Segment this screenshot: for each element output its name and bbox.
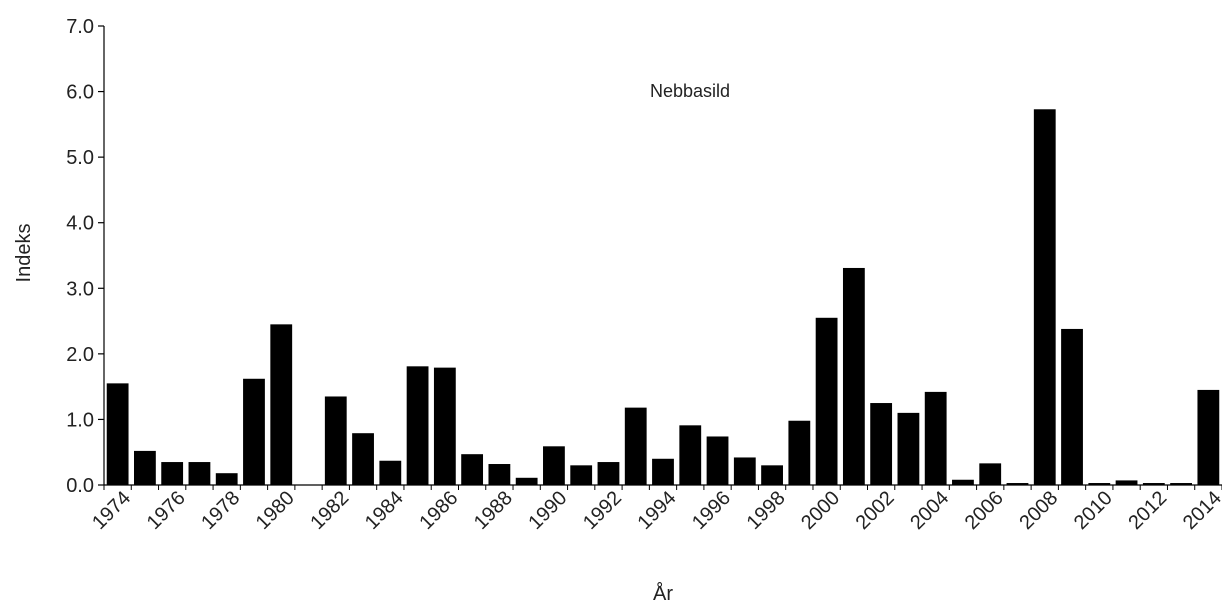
x-tick-label: 1986: [415, 487, 462, 534]
bar-1980: [270, 324, 293, 485]
x-tick-label: 1982: [306, 487, 353, 534]
x-tick-label: 1992: [579, 487, 626, 534]
x-tick-label: 1974: [88, 487, 135, 534]
bar-2013: [1170, 483, 1192, 485]
bar-2006: [979, 463, 1002, 485]
bar-1992: [597, 462, 620, 485]
bar-1995: [679, 425, 702, 485]
bar-2008: [1033, 109, 1056, 485]
bar-1985: [406, 366, 429, 485]
bar-1994: [652, 458, 674, 485]
x-tick-label: 2006: [961, 487, 1008, 534]
bar-2011: [1115, 480, 1138, 485]
chart-title: Nebbasild: [650, 81, 730, 101]
x-tick-label: 1998: [743, 487, 790, 534]
x-tick-label: 1988: [470, 487, 517, 534]
bar-2009: [1061, 328, 1083, 485]
bar-1997: [733, 457, 756, 485]
bar-1976: [161, 462, 184, 485]
bar-2000: [815, 317, 838, 485]
x-tick-label: 2002: [852, 487, 899, 534]
bar-1988: [488, 464, 511, 485]
y-axis-label: Indeks: [13, 224, 35, 283]
bar-1979: [243, 378, 265, 485]
bar-1998: [761, 465, 783, 485]
bar-1975: [134, 450, 156, 485]
x-tick-label: 2004: [906, 487, 953, 534]
bar-2010: [1088, 483, 1111, 485]
x-tick-label: 1980: [252, 487, 299, 534]
bar-1999: [788, 420, 811, 485]
x-tick-label: 2010: [1070, 487, 1117, 534]
y-tick-label: 3.0: [66, 278, 94, 300]
bar-2004: [924, 391, 947, 485]
bar-1990: [543, 446, 565, 485]
bar-1977: [188, 462, 211, 485]
bar-2005: [952, 479, 974, 485]
bar-1993: [624, 407, 647, 485]
bar-2014: [1197, 389, 1220, 485]
bars-group: [106, 109, 1220, 485]
bar-1989: [515, 477, 538, 485]
bar-1978: [215, 473, 238, 485]
y-tick-label: 6.0: [66, 82, 94, 104]
bar-1986: [433, 367, 456, 485]
y-tick-label: 0.0: [66, 475, 94, 497]
x-axis-label: År: [653, 582, 673, 605]
x-tick-label: 2014: [1179, 487, 1222, 534]
x-tick-label: 2012: [1124, 487, 1171, 534]
bar-2002: [870, 403, 893, 485]
bar-1983: [352, 433, 374, 485]
x-tick-label: 2008: [1015, 487, 1062, 534]
bar-1984: [379, 460, 402, 485]
y-tick-label: 4.0: [66, 213, 94, 235]
x-ticks-group: 1974 1976 1978 1980 1982 1984 1986 1988 1990 1992…: [88, 485, 1222, 534]
y-tick-label: 7.0: [66, 16, 94, 38]
x-tick-label: 1984: [361, 487, 408, 534]
bar-1974: [106, 383, 129, 485]
bar-1991: [570, 465, 593, 485]
y-tick-label: 5.0: [66, 147, 94, 169]
bar-2001: [842, 267, 865, 485]
x-tick-label: 1978: [197, 487, 244, 534]
bar-1996: [706, 436, 729, 485]
y-ticks-group: 0.0 1.0 2.0 3.0 4.0 5.0 6.0 7.0: [66, 16, 104, 497]
y-tick-label: 1.0: [66, 409, 94, 431]
x-tick-label: 2000: [797, 487, 844, 534]
bar-1987: [461, 454, 484, 485]
bar-2012: [1142, 483, 1165, 485]
axes-group: [103, 26, 1222, 486]
bar-2003: [897, 412, 920, 485]
x-tick-label: 1994: [634, 487, 681, 534]
bar-2007: [1006, 483, 1029, 485]
x-tick-label: 1990: [524, 487, 571, 534]
x-tick-label: 1976: [143, 487, 190, 534]
y-tick-label: 2.0: [66, 344, 94, 366]
bar-1982: [324, 396, 347, 485]
x-tick-label: 1996: [688, 487, 735, 534]
